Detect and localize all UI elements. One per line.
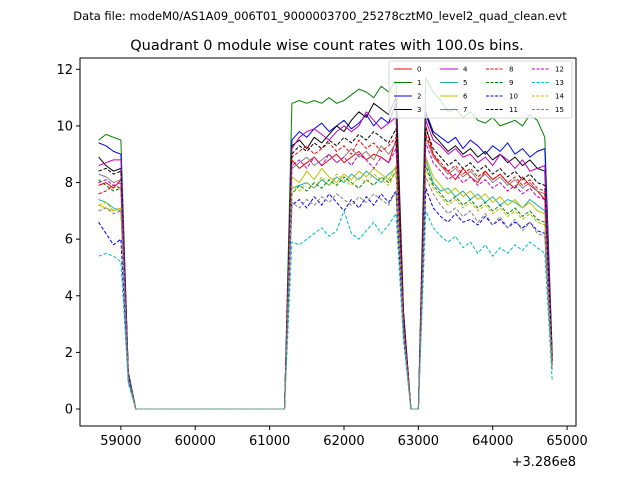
y-tick-label: 2 bbox=[65, 346, 73, 361]
legend-label-0: 0 bbox=[417, 66, 421, 74]
x-tick-label: 63000 bbox=[398, 434, 439, 449]
legend-label-12: 12 bbox=[555, 66, 564, 74]
legend-label-9: 9 bbox=[509, 79, 513, 87]
x-tick-label: 64000 bbox=[472, 434, 513, 449]
series-line-7 bbox=[98, 136, 553, 410]
y-tick-label: 8 bbox=[65, 176, 73, 191]
y-tick-label: 10 bbox=[56, 119, 73, 134]
legend-label-7: 7 bbox=[463, 106, 467, 114]
y-tick-label: 12 bbox=[56, 63, 73, 78]
series-line-14 bbox=[98, 167, 553, 410]
series-line-2 bbox=[98, 102, 553, 410]
y-tick-label: 0 bbox=[65, 403, 73, 418]
series-line-10 bbox=[98, 187, 553, 410]
legend-label-4: 4 bbox=[463, 66, 468, 74]
x-tick-label: 65000 bbox=[546, 434, 587, 449]
series-line-6 bbox=[98, 156, 553, 410]
series-line-9 bbox=[98, 165, 553, 410]
y-tick-label: 6 bbox=[65, 233, 73, 248]
legend-label-11: 11 bbox=[509, 106, 518, 114]
series-line-13 bbox=[98, 210, 553, 410]
x-tick-label: 62000 bbox=[323, 434, 364, 449]
legend-label-2: 2 bbox=[417, 93, 421, 101]
legend-label-15: 15 bbox=[555, 106, 564, 114]
x-offset-label: +3.286e8 bbox=[512, 455, 576, 470]
series-line-12 bbox=[98, 142, 553, 410]
legend-box bbox=[388, 60, 573, 119]
legend-label-6: 6 bbox=[463, 93, 468, 101]
series-line-3 bbox=[98, 97, 553, 410]
series-line-5 bbox=[98, 159, 553, 410]
x-tick-label: 59000 bbox=[100, 434, 141, 449]
series-line-0 bbox=[98, 125, 553, 410]
axes: 59000 60000 61000 62000 63000 64000 65000 0 2 4 6 8… bbox=[56, 63, 587, 449]
series-line-4 bbox=[98, 111, 553, 410]
plot-frame bbox=[79, 57, 577, 427]
y-tick-label: 4 bbox=[65, 289, 73, 304]
plot-area bbox=[98, 77, 553, 410]
series-line-8 bbox=[98, 133, 553, 410]
legend-label-3: 3 bbox=[417, 106, 421, 114]
data-file-suptitle: Data file: modeM0/AS1A09_006T01_90000037… bbox=[73, 9, 567, 23]
legend-label-14: 14 bbox=[555, 93, 564, 101]
x-tick-label: 61000 bbox=[249, 434, 290, 449]
legend-label-5: 5 bbox=[463, 79, 467, 87]
legend-label-8: 8 bbox=[509, 66, 513, 74]
chart-title: Quadrant 0 module wise count rates with … bbox=[130, 38, 524, 54]
series-line-11 bbox=[98, 128, 553, 410]
series-line-15 bbox=[98, 176, 553, 410]
x-tick-label: 60000 bbox=[175, 434, 216, 449]
legend-label-10: 10 bbox=[509, 93, 518, 101]
legend-label-13: 13 bbox=[555, 79, 564, 87]
legend-label-1: 1 bbox=[417, 79, 421, 87]
